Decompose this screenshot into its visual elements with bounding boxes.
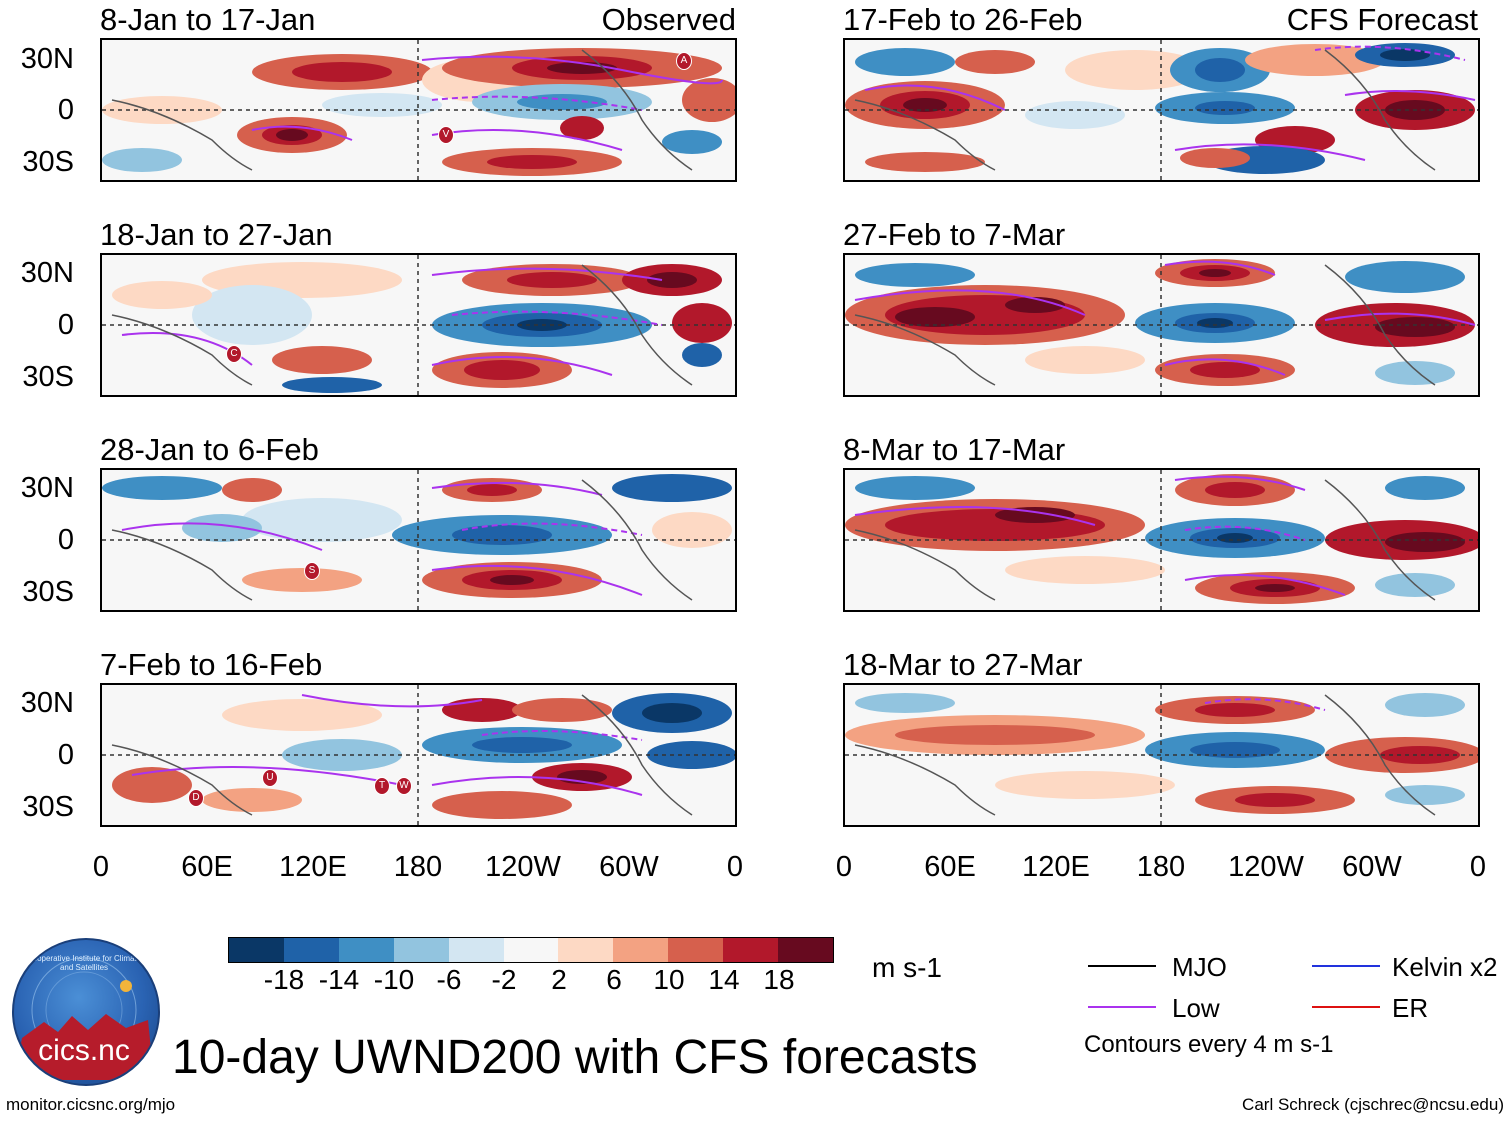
wind-field-map xyxy=(102,470,735,610)
colorbar-tick: 14 xyxy=(708,964,740,995)
map-panel-observed-3: S xyxy=(100,468,737,612)
colorbar-tick: 10 xyxy=(653,964,685,995)
colorbar-swatch xyxy=(393,938,449,962)
x-tick-0: 0 xyxy=(92,851,110,883)
storm-marker-c: C xyxy=(226,345,242,363)
panel-title-forecast-2: 27-Feb to 7-Mar xyxy=(843,217,1066,252)
x-tick-60e: 60E xyxy=(181,851,233,883)
y-tick-30s: 30S xyxy=(22,146,74,178)
x-tick-60w: 60W xyxy=(1342,851,1402,883)
colorbar-tick: -14 xyxy=(318,964,360,995)
wind-field-map xyxy=(845,470,1478,610)
y-tick-30s: 30S xyxy=(22,361,74,393)
legend-label-low: Low xyxy=(1172,993,1220,1023)
y-tick-30s: 30S xyxy=(22,791,74,823)
colorbar-tick: 18 xyxy=(763,964,795,995)
observed-label: Observed xyxy=(601,2,736,37)
y-tick-eq: 0 xyxy=(57,94,74,126)
y-tick-30n: 30N xyxy=(20,257,74,289)
colorbar-tick: 6 xyxy=(606,964,622,995)
colorbar-units: m s-1 xyxy=(872,952,942,983)
map-panel-observed-1: A V xyxy=(100,38,737,182)
legend-line-mjo xyxy=(1088,965,1156,967)
x-tick-120w: 120W xyxy=(1228,851,1304,883)
logo-text: cics.nc xyxy=(38,1034,130,1067)
wind-field-map xyxy=(102,685,735,825)
panel-title-forecast-3: 8-Mar to 17-Mar xyxy=(843,432,1066,467)
wind-field-map xyxy=(845,40,1478,180)
x-tick-120w: 120W xyxy=(485,851,561,883)
author-credit: Carl Schreck (cjschrec@ncsu.edu) xyxy=(1242,1095,1504,1114)
logo-graphic xyxy=(14,957,154,1080)
storm-marker-d: D xyxy=(188,789,204,807)
y-tick-30s: 30S xyxy=(22,576,74,608)
x-tick-180: 180 xyxy=(393,851,443,883)
x-tick-120e: 120E xyxy=(1022,851,1090,883)
wind-field-map xyxy=(102,255,735,395)
panel-title-forecast-1: 17-Feb to 26-Feb xyxy=(843,2,1083,37)
contour-note: Contours every 4 m s-1 xyxy=(1084,1031,1334,1058)
colorbar-swatch xyxy=(668,938,724,962)
y-tick-30n: 30N xyxy=(20,43,74,75)
panel-title-observed-1: 8-Jan to 17-Jan xyxy=(100,2,316,37)
colorbar-swatch xyxy=(778,938,833,962)
storm-marker-t: T xyxy=(374,777,390,795)
storm-marker-w: W xyxy=(396,777,412,795)
wind-field-map xyxy=(102,40,735,180)
y-tick-eq: 0 xyxy=(57,309,74,341)
main-title: 10-day UWND200 with CFS forecasts xyxy=(172,1031,978,1084)
x-tick-120e: 120E xyxy=(279,851,347,883)
x-tick-0: 0 xyxy=(835,851,853,883)
legend-label-kelvin: Kelvin x2 xyxy=(1392,952,1498,982)
logo-ring-text: Cooperative Institute for Climate and Sa… xyxy=(26,954,142,972)
map-panel-forecast-3 xyxy=(843,468,1480,612)
colorbar-swatch xyxy=(229,938,284,962)
x-tick-60w: 60W xyxy=(599,851,659,883)
panel-title-observed-2: 18-Jan to 27-Jan xyxy=(100,217,333,252)
legend-label-er: ER xyxy=(1392,993,1429,1023)
cics-logo: cics.nc Cooperative Institute for Climat… xyxy=(12,938,160,1086)
panel-title-forecast-4: 18-Mar to 27-Mar xyxy=(843,647,1083,682)
x-tick-0-end: 0 xyxy=(726,851,744,883)
panel-title-observed-4: 7-Feb to 16-Feb xyxy=(100,647,323,682)
colorbar-tick: -18 xyxy=(263,964,305,995)
panel-title-observed-3: 28-Jan to 6-Feb xyxy=(100,432,319,467)
x-tick-60e: 60E xyxy=(924,851,976,883)
forecast-label: CFS Forecast xyxy=(1286,2,1478,37)
source-url: monitor.cicsnc.org/mjo xyxy=(6,1095,176,1114)
colorbar-swatch xyxy=(448,938,504,962)
colorbar-tick: -10 xyxy=(373,964,415,995)
y-tick-30n: 30N xyxy=(20,472,74,504)
map-panel-forecast-4 xyxy=(843,683,1480,827)
y-tick-30n: 30N xyxy=(20,687,74,719)
wind-field-map xyxy=(845,685,1478,825)
storm-marker-s: S xyxy=(304,562,320,580)
x-tick-180: 180 xyxy=(1136,851,1186,883)
map-panel-observed-4: D U T W xyxy=(100,683,737,827)
map-panel-forecast-1 xyxy=(843,38,1480,182)
colorbar-swatch xyxy=(723,938,779,962)
map-panel-forecast-2 xyxy=(843,253,1480,397)
colorbar-swatch xyxy=(613,938,669,962)
colorbar-swatch xyxy=(338,938,394,962)
colorbar-tick: -6 xyxy=(436,964,462,995)
storm-marker-a: A xyxy=(676,52,692,70)
y-tick-eq: 0 xyxy=(57,739,74,771)
map-panel-observed-2: C xyxy=(100,253,737,397)
storm-marker-v: V xyxy=(438,126,454,144)
legend-line-low xyxy=(1088,1006,1156,1008)
colorbar-swatch xyxy=(283,938,339,962)
colorbar-swatch xyxy=(558,938,614,962)
colorbar-swatch xyxy=(503,938,559,962)
colorbar-tick: -2 xyxy=(491,964,517,995)
storm-marker-u: U xyxy=(262,769,278,787)
legend-line-kelvin xyxy=(1312,965,1380,967)
colorbar xyxy=(228,937,834,963)
colorbar-tick: 2 xyxy=(551,964,567,995)
legend-label-mjo: MJO xyxy=(1172,952,1227,982)
wind-field-map xyxy=(845,255,1478,395)
x-tick-0-end: 0 xyxy=(1469,851,1487,883)
y-tick-eq: 0 xyxy=(57,524,74,556)
legend-line-er xyxy=(1312,1006,1380,1008)
